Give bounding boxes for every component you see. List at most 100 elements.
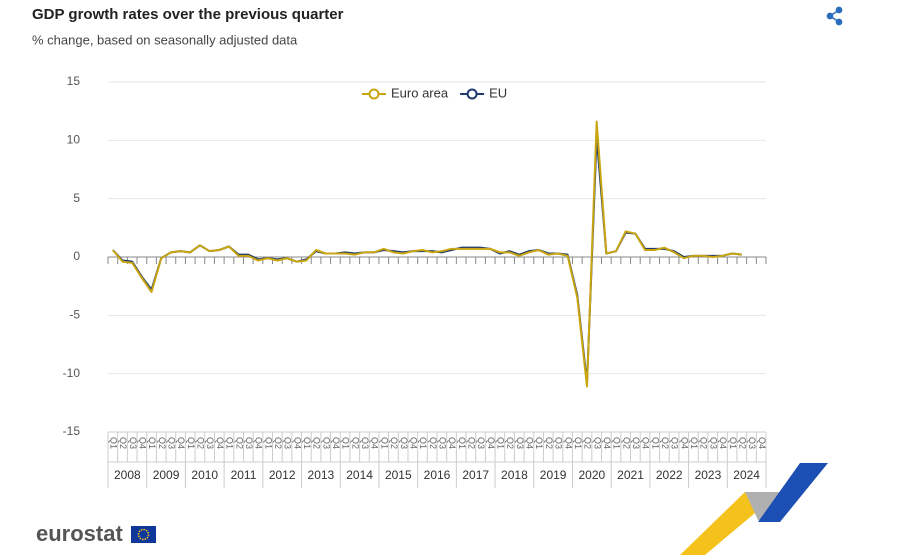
x-tick-label: Q1 <box>186 437 196 449</box>
x-tick-label: Q4 <box>370 437 380 449</box>
year-label: 2023 <box>695 468 722 482</box>
eu-flag <box>131 526 156 543</box>
year-label: 2022 <box>656 468 683 482</box>
x-tick-label: Q3 <box>554 437 564 449</box>
x-tick-label: Q2 <box>660 437 670 449</box>
share-button[interactable] <box>826 6 843 26</box>
x-tick-label: Q4 <box>602 437 612 449</box>
x-tick-label: Q1 <box>650 437 660 449</box>
year-label: 2015 <box>385 468 412 482</box>
x-tick-label: Q3 <box>283 437 293 449</box>
chart-title: GDP growth rates over the previous quart… <box>32 6 344 23</box>
x-tick-label: Q2 <box>737 437 747 449</box>
x-tick-label: Q2 <box>157 437 167 449</box>
data-line <box>112 120 742 388</box>
x-tick-label: Q1 <box>728 437 738 449</box>
x-tick-label: Q4 <box>679 437 689 449</box>
x-tick-label: Q4 <box>447 437 457 449</box>
x-tick-label: Q3 <box>321 437 331 449</box>
y-tick-label: 15 <box>67 74 81 88</box>
y-tick-label: -15 <box>63 424 81 438</box>
logo-text: eurostat <box>36 521 123 546</box>
x-tick-label: Q1 <box>457 437 467 449</box>
x-tick-label: Q3 <box>631 437 641 449</box>
x-tick-label: Q3 <box>515 437 525 449</box>
x-tick-label: Q4 <box>641 437 651 449</box>
x-tick-label: Q3 <box>205 437 215 449</box>
year-label: 2017 <box>462 468 489 482</box>
x-tick-label: Q3 <box>128 437 138 449</box>
x-tick-label: Q2 <box>234 437 244 449</box>
x-tick-label: Q1 <box>689 437 699 449</box>
y-tick-label: 10 <box>67 133 81 147</box>
x-tick-label: Q1 <box>108 437 118 449</box>
y-tick-label: 5 <box>73 191 80 205</box>
x-tick-label: Q3 <box>592 437 602 449</box>
x-tick-label: Q3 <box>708 437 718 449</box>
year-label: 2018 <box>501 468 528 482</box>
x-tick-label: Q1 <box>573 437 583 449</box>
x-tick-label: Q4 <box>254 437 264 449</box>
legend-symbol <box>466 88 478 100</box>
legend-label: EU <box>489 85 507 100</box>
x-tick-label: Q4 <box>408 437 418 449</box>
x-tick-label: Q3 <box>476 437 486 449</box>
year-label: 2024 <box>733 468 760 482</box>
x-tick-label: Q2 <box>196 437 206 449</box>
x-tick-label: Q4 <box>525 437 535 449</box>
x-tick-label: Q1 <box>147 437 157 449</box>
year-label: 2012 <box>269 468 296 482</box>
x-tick-label: Q4 <box>215 437 225 449</box>
x-tick-label: Q1 <box>612 437 622 449</box>
x-tick-label: Q4 <box>718 437 728 449</box>
x-tick-label: Q4 <box>563 437 573 449</box>
y-tick-label: -5 <box>69 308 80 322</box>
x-tick-label: Q1 <box>496 437 506 449</box>
x-tick-label: Q2 <box>389 437 399 449</box>
x-tick-label: Q3 <box>747 437 757 449</box>
legend-label: Euro area <box>391 85 449 100</box>
year-label: 2021 <box>617 468 644 482</box>
x-tick-label: Q2 <box>505 437 515 449</box>
x-tick-label: Q3 <box>399 437 409 449</box>
year-label: 2014 <box>346 468 373 482</box>
x-tick-label: Q2 <box>621 437 631 449</box>
year-label: 2019 <box>540 468 567 482</box>
x-tick-label: Q4 <box>137 437 147 449</box>
x-tick-label: Q1 <box>263 437 273 449</box>
x-tick-label: Q4 <box>486 437 496 449</box>
x-tick-label: Q2 <box>699 437 709 449</box>
x-tick-label: Q4 <box>331 437 341 449</box>
year-label: 2020 <box>578 468 605 482</box>
x-tick-label: Q4 <box>757 437 767 449</box>
x-tick-label: Q2 <box>350 437 360 449</box>
x-tick-label: Q2 <box>544 437 554 449</box>
year-label: 2008 <box>114 468 141 482</box>
x-tick-label: Q4 <box>292 437 302 449</box>
y-tick-label: -10 <box>63 366 81 380</box>
year-label: 2009 <box>153 468 180 482</box>
decoration <box>680 463 828 555</box>
x-tick-label: Q3 <box>437 437 447 449</box>
year-label: 2013 <box>308 468 335 482</box>
year-label: 2016 <box>424 468 451 482</box>
x-tick-label: Q2 <box>466 437 476 449</box>
x-tick-label: Q2 <box>312 437 322 449</box>
x-tick-label: Q1 <box>418 437 428 449</box>
x-tick-label: Q2 <box>273 437 283 449</box>
chart-subtitle: % change, based on seasonally adjusted d… <box>32 32 298 47</box>
x-tick-label: Q3 <box>670 437 680 449</box>
x-tick-label: Q3 <box>167 437 177 449</box>
x-tick-label: Q4 <box>176 437 186 449</box>
x-tick-label: Q3 <box>244 437 254 449</box>
y-tick-label: 0 <box>73 249 80 263</box>
x-tick-label: Q1 <box>341 437 351 449</box>
x-tick-label: Q1 <box>379 437 389 449</box>
x-tick-label: Q3 <box>360 437 370 449</box>
x-tick-label: Q1 <box>225 437 235 449</box>
x-tick-label: Q1 <box>302 437 312 449</box>
x-tick-label: Q2 <box>428 437 438 449</box>
year-label: 2011 <box>231 468 257 482</box>
year-label: 2010 <box>191 468 218 482</box>
